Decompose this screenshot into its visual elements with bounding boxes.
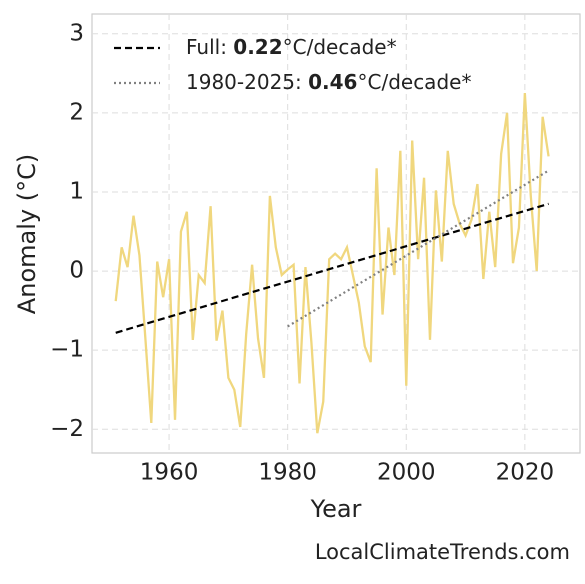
x-axis-label: Year <box>310 495 362 523</box>
y-tick-label: −1 <box>50 337 84 363</box>
source: LocalClimateTrends.com <box>315 540 570 564</box>
legend-name: 1980-2025: <box>186 70 302 94</box>
y-tick-label: 2 <box>69 99 84 125</box>
legend-unit: °C/decade* <box>357 70 471 94</box>
legend-name: Full: <box>186 35 227 59</box>
legend-slope: 0.22 <box>233 35 282 59</box>
legend-unit: °C/decade* <box>283 35 397 59</box>
y-tick-label: 1 <box>69 178 84 204</box>
x-tick-label: 2020 <box>496 460 555 486</box>
y-tick-label: −2 <box>50 416 84 442</box>
x-tick-label: 2000 <box>377 460 436 486</box>
legend-slope: 0.46 <box>308 70 357 94</box>
y-axis-label: Anomaly (°C) <box>13 154 41 314</box>
legend-label: 1980-2025: 0.46°C/decade* <box>186 70 471 94</box>
trend-line <box>287 169 550 328</box>
y-tick-label: 0 <box>69 258 84 284</box>
x-tick-label: 1960 <box>140 460 199 486</box>
data-line <box>114 93 550 434</box>
legend-label: Full: 0.22°C/decade* <box>186 35 397 59</box>
y-tick-label: 3 <box>69 20 84 46</box>
x-tick-label: 1980 <box>258 460 317 486</box>
trend-line <box>115 202 549 334</box>
